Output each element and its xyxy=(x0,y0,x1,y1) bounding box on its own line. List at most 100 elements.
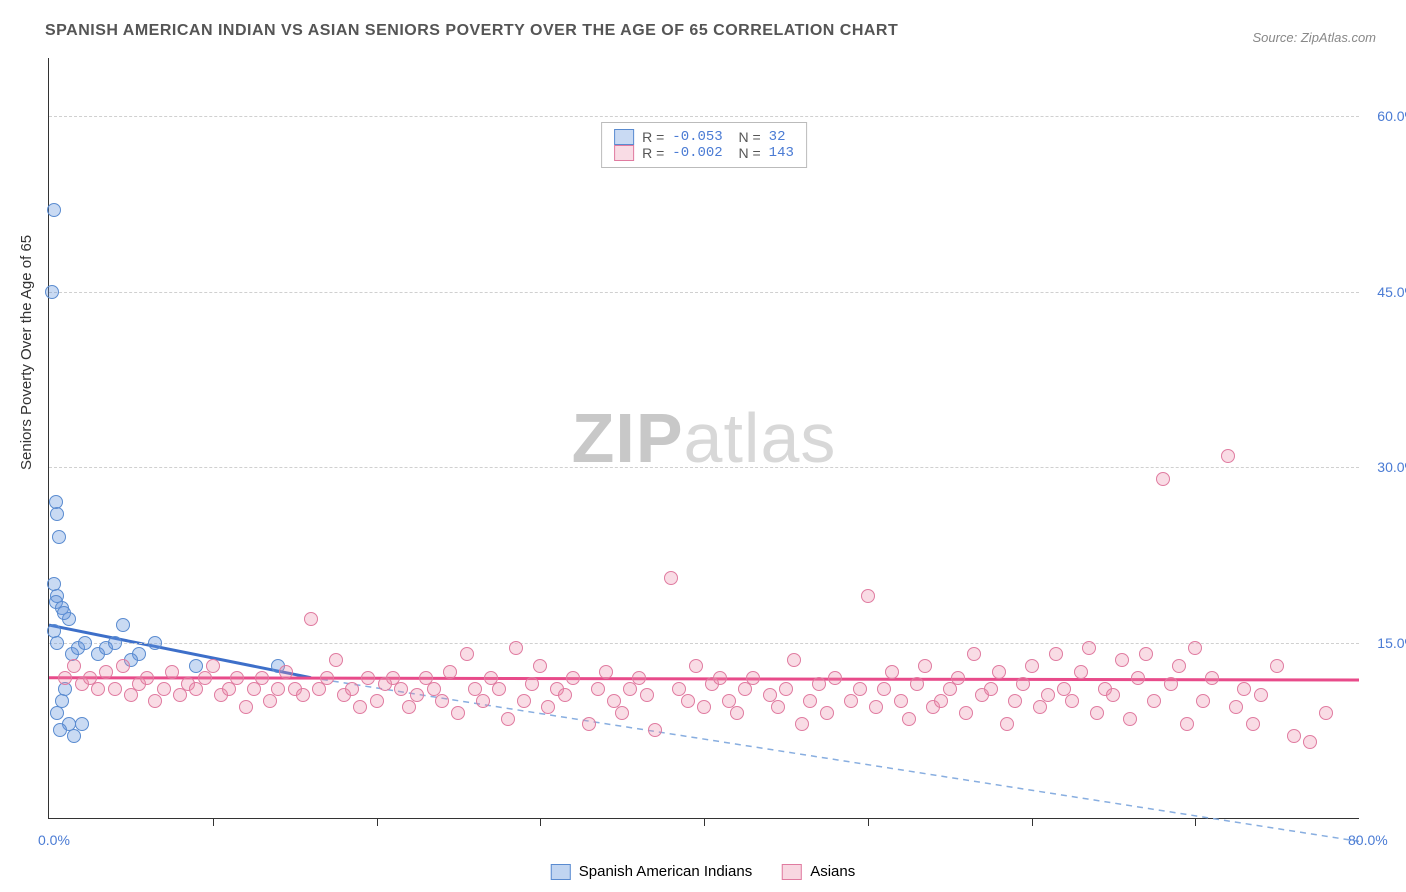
data-point-asn xyxy=(623,682,637,696)
data-point-asn xyxy=(271,682,285,696)
data-point-asn xyxy=(255,671,269,685)
x-tick xyxy=(540,818,541,826)
data-point-asn xyxy=(99,665,113,679)
data-point-asn xyxy=(58,671,72,685)
data-point-sai xyxy=(116,618,130,632)
data-point-asn xyxy=(771,700,785,714)
data-point-asn xyxy=(1221,449,1235,463)
plot-area: ZIPatlas R = -0.053 N = 32 R = -0.002 N … xyxy=(48,58,1359,819)
data-point-asn xyxy=(648,723,662,737)
data-point-asn xyxy=(206,659,220,673)
data-point-asn xyxy=(1033,700,1047,714)
data-point-asn xyxy=(1090,706,1104,720)
data-point-asn xyxy=(566,671,580,685)
y-tick-label: 30.0% xyxy=(1377,459,1406,475)
data-point-asn xyxy=(91,682,105,696)
data-point-asn xyxy=(1303,735,1317,749)
data-point-sai xyxy=(57,606,71,620)
swatch-asn xyxy=(614,145,634,161)
data-point-asn xyxy=(394,682,408,696)
data-point-asn xyxy=(517,694,531,708)
data-point-asn xyxy=(165,665,179,679)
data-point-asn xyxy=(959,706,973,720)
data-point-asn xyxy=(345,682,359,696)
data-point-asn xyxy=(1188,641,1202,655)
data-point-asn xyxy=(1041,688,1055,702)
gridline xyxy=(49,292,1359,293)
data-point-asn xyxy=(861,589,875,603)
legend-stats: R = -0.053 N = 32 R = -0.002 N = 143 xyxy=(601,122,807,168)
data-point-asn xyxy=(943,682,957,696)
data-point-asn xyxy=(312,682,326,696)
data-point-asn xyxy=(460,647,474,661)
gridline xyxy=(49,467,1359,468)
swatch-sai xyxy=(614,129,634,145)
data-point-asn xyxy=(263,694,277,708)
y-tick-label: 45.0% xyxy=(1377,284,1406,300)
swatch-bot-sai xyxy=(551,864,571,880)
data-point-asn xyxy=(803,694,817,708)
data-point-asn xyxy=(443,665,457,679)
data-point-asn xyxy=(1196,694,1210,708)
swatch-bot-asn xyxy=(782,864,802,880)
data-point-asn xyxy=(1082,641,1096,655)
data-point-asn xyxy=(173,688,187,702)
x-tick xyxy=(377,818,378,826)
data-point-asn xyxy=(1131,671,1145,685)
data-point-asn xyxy=(1147,694,1161,708)
data-point-asn xyxy=(902,712,916,726)
data-point-asn xyxy=(361,671,375,685)
data-point-sai xyxy=(47,203,61,217)
data-point-asn xyxy=(984,682,998,696)
data-point-asn xyxy=(116,659,130,673)
data-point-asn xyxy=(1008,694,1022,708)
data-point-asn xyxy=(1237,682,1251,696)
data-point-asn xyxy=(967,647,981,661)
data-point-sai xyxy=(45,285,59,299)
data-point-asn xyxy=(247,682,261,696)
data-point-asn xyxy=(410,688,424,702)
data-point-asn xyxy=(640,688,654,702)
data-point-sai xyxy=(50,636,64,650)
data-point-asn xyxy=(279,665,293,679)
data-point-asn xyxy=(304,612,318,626)
y-tick-label: 15.0% xyxy=(1377,635,1406,651)
legend-bot-sai: Spanish American Indians xyxy=(551,863,752,880)
gridline xyxy=(49,116,1359,117)
data-point-sai xyxy=(75,717,89,731)
x-tick-label: 0.0% xyxy=(38,832,70,848)
data-point-asn xyxy=(869,700,883,714)
data-point-asn xyxy=(951,671,965,685)
data-point-asn xyxy=(67,659,81,673)
x-tick xyxy=(868,818,869,826)
data-point-asn xyxy=(353,700,367,714)
data-point-asn xyxy=(894,694,908,708)
data-point-asn xyxy=(730,706,744,720)
data-point-asn xyxy=(157,682,171,696)
data-point-asn xyxy=(689,659,703,673)
legend-row-sai: R = -0.053 N = 32 xyxy=(614,129,794,145)
data-point-asn xyxy=(1106,688,1120,702)
x-tick-label: 80.0% xyxy=(1348,832,1388,848)
data-point-asn xyxy=(746,671,760,685)
chart-title: SPANISH AMERICAN INDIAN VS ASIAN SENIORS… xyxy=(45,22,898,40)
x-tick xyxy=(1195,818,1196,826)
data-point-asn xyxy=(558,688,572,702)
legend-row-asn: R = -0.002 N = 143 xyxy=(614,145,794,161)
data-point-asn xyxy=(582,717,596,731)
data-point-asn xyxy=(320,671,334,685)
legend-bottom: Spanish American Indians Asians xyxy=(551,863,855,880)
data-point-asn xyxy=(681,694,695,708)
y-axis-title: Seniors Poverty Over the Age of 65 xyxy=(18,235,35,470)
data-point-asn xyxy=(140,671,154,685)
data-point-sai xyxy=(108,636,122,650)
y-tick-label: 60.0% xyxy=(1377,108,1406,124)
data-point-asn xyxy=(844,694,858,708)
data-point-asn xyxy=(1000,717,1014,731)
data-point-asn xyxy=(787,653,801,667)
data-point-asn xyxy=(329,653,343,667)
data-point-asn xyxy=(885,665,899,679)
data-point-asn xyxy=(370,694,384,708)
data-point-asn xyxy=(1139,647,1153,661)
data-point-asn xyxy=(1123,712,1137,726)
